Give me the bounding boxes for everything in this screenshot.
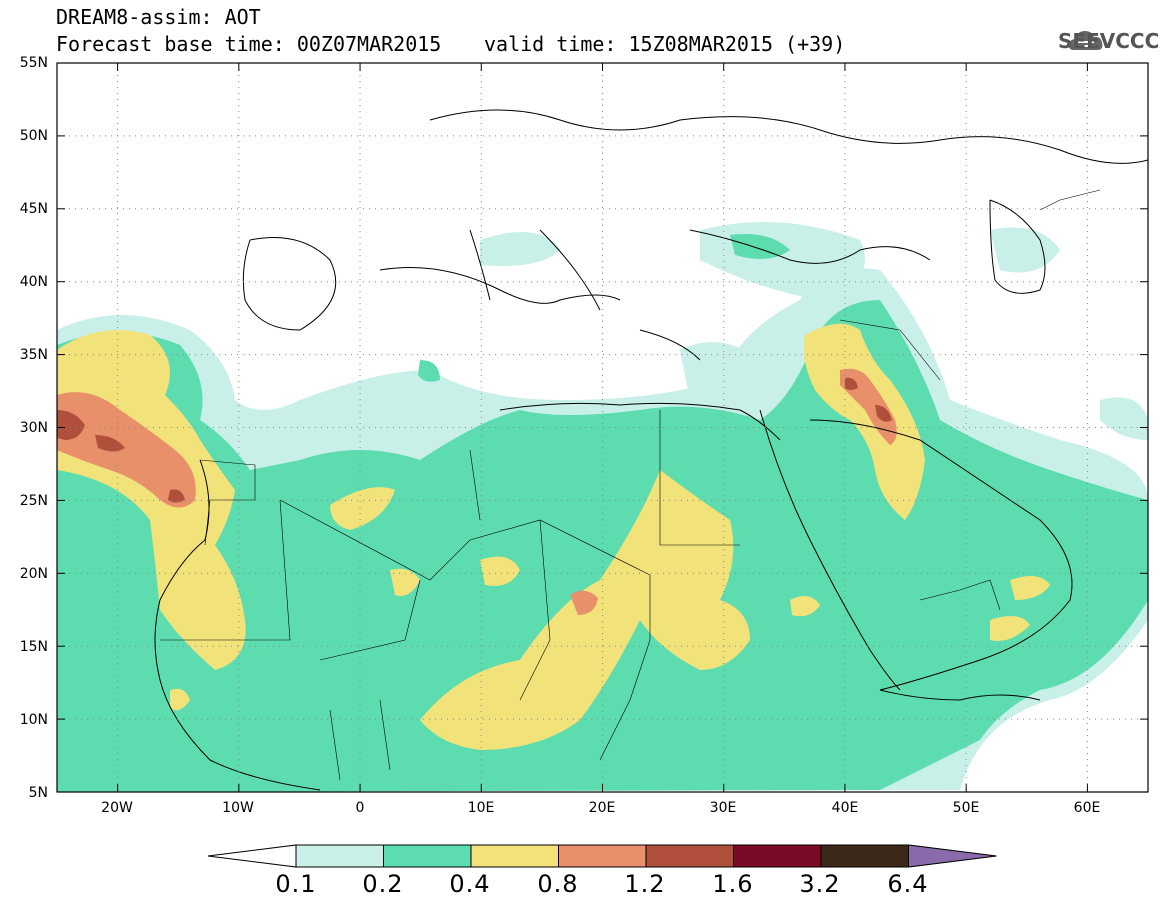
- lon-label: 20W: [101, 800, 133, 816]
- lon-label: 20E: [588, 800, 616, 816]
- lat-label: 10N: [19, 712, 48, 728]
- seevccc-logo: SEEVCCC: [1058, 29, 1160, 53]
- lat-label: 15N: [19, 639, 48, 655]
- lon-label: 0: [355, 800, 365, 816]
- colorbar-label: 6.4: [887, 870, 929, 898]
- lon-label: 40E: [831, 800, 859, 816]
- coastlines: [154, 109, 1148, 791]
- lon-label: 50E: [952, 800, 980, 816]
- lat-label: 50N: [19, 128, 48, 144]
- lon-label: 10W: [222, 800, 254, 816]
- colorbar-label: 0.1: [275, 870, 317, 898]
- lon-label: 10E: [467, 800, 495, 816]
- colorbar-swatch: [470, 844, 559, 868]
- colorbar-swatch: [383, 844, 472, 868]
- lon-label: 30E: [709, 800, 737, 816]
- colorbar-label: 0.8: [537, 870, 579, 898]
- lat-label: 55N: [19, 55, 48, 71]
- colorbar-label: 1.2: [624, 870, 666, 898]
- colorbar: [207, 844, 997, 868]
- lat-label: 5N: [28, 785, 48, 801]
- forecast-base-time: Forecast base time: 00Z07MAR2015: [56, 32, 442, 56]
- colorbar-label: 0.4: [449, 870, 491, 898]
- lat-label: 40N: [19, 274, 48, 290]
- lat-label: 25N: [19, 493, 48, 509]
- country-borders: [160, 189, 1101, 781]
- colorbar-arrow-low: [207, 844, 297, 868]
- valid-time: valid time: 15Z08MAR2015 (+39): [484, 32, 846, 56]
- colorbar-label: 1.6: [712, 870, 754, 898]
- lat-label: 45N: [19, 201, 48, 217]
- cloud-icon: [1068, 31, 1103, 50]
- lat-label: 35N: [19, 347, 48, 363]
- colorbar-label: 3.2: [799, 870, 841, 898]
- lat-label: 30N: [19, 420, 48, 436]
- title-line-1: DREAM8-assim: AOT: [56, 5, 261, 29]
- colorbar-swatch: [733, 844, 822, 868]
- colorbar-swatch: [558, 844, 647, 868]
- lon-label: 60E: [1073, 800, 1101, 816]
- lat-label: 20N: [19, 566, 48, 582]
- colorbar-swatch: [295, 844, 384, 868]
- colorbar-swatch: [645, 844, 734, 868]
- colorbar-arrow-high: [908, 844, 997, 868]
- axis-ticks: [57, 62, 1148, 793]
- colorbar-swatch: [820, 844, 909, 868]
- colorbar-label: 0.2: [362, 870, 404, 898]
- aot-field: [57, 63, 1148, 792]
